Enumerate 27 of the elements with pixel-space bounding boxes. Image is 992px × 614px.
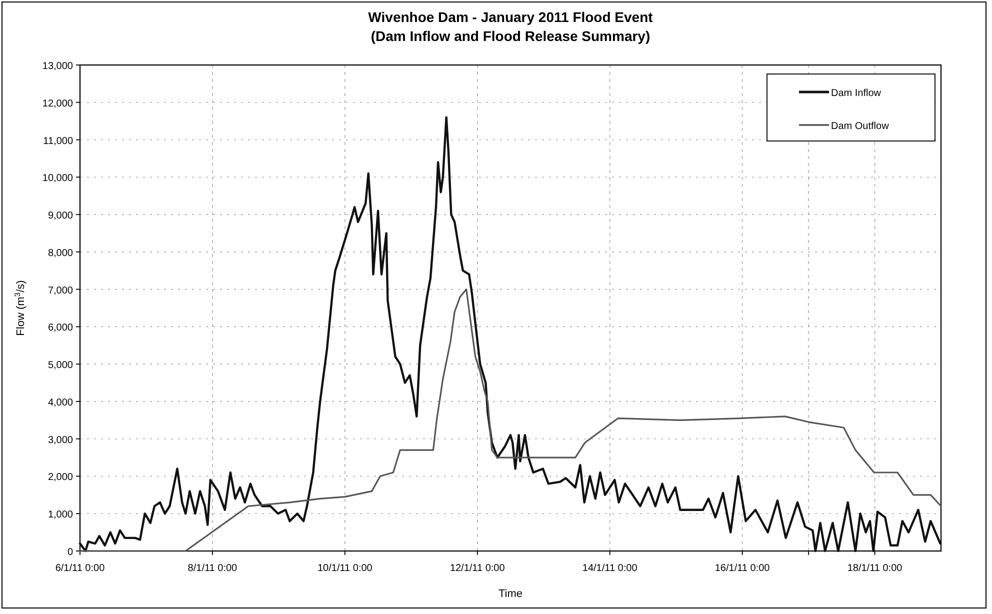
y-tick-label: 11,000 [43,136,74,147]
y-tick-label: 0 [67,547,74,558]
y-tick-label: 10,000 [42,173,74,184]
legend-label: Dam Inflow [831,88,882,99]
x-tick-label: 18/1/11 0:00 [847,563,903,574]
legend-label: Dam Outflow [831,121,890,132]
y-tick-label: 12,000 [42,98,74,110]
y-tick-label: 9,000 [48,210,74,222]
chart-subtitle: (Dam Inflow and Flood Release Summary) [370,28,650,44]
chart-title: Wivenhoe Dam - January 2011 Flood Event [368,9,654,25]
y-tick-label: 7,000 [48,285,74,296]
y-tick-label: 2,000 [48,472,74,484]
x-tick-label: 12/1/11 0:00 [450,563,506,574]
y-tick-label: 1,000 [48,510,74,521]
y-tick-label: 6,000 [48,322,74,334]
x-axis-title: Time [498,588,523,600]
x-tick-label: 8/1/11 0:00 [188,563,238,574]
x-tick-label: 16/1/11 0:00 [714,563,770,574]
y-tick-label: 3,000 [48,434,74,446]
line-series [79,288,942,552]
y-tick-label: 4,000 [48,397,74,408]
x-tick-label: 6/1/11 0:00 [55,563,106,574]
x-tick-label: 10/1/11 0:00 [317,563,373,574]
x-tick-label: 14/1/11 0:00 [582,563,638,574]
y-tick-label: 13,000 [42,61,74,72]
y-tick-label: 8,000 [48,248,74,259]
y-tick-label: 5,000 [48,360,74,372]
